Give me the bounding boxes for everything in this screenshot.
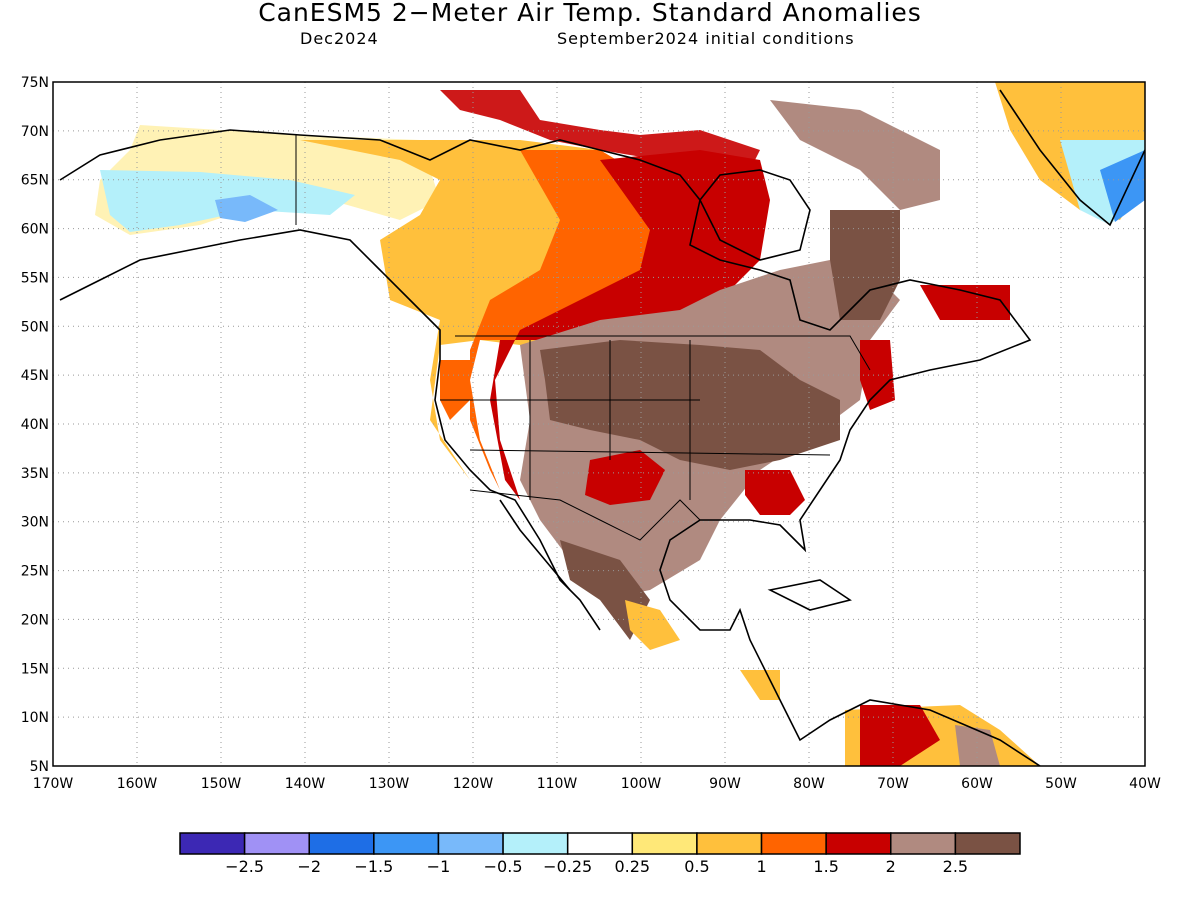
lon-label: 130W	[369, 776, 410, 792]
lon-label: 80W	[793, 776, 825, 792]
colorbar-label: 2	[886, 857, 896, 876]
pacific-coastline	[59, 229, 601, 631]
lon-label: 170W	[33, 776, 74, 792]
lat-label: 75N	[21, 75, 49, 91]
lat-label: 60N	[21, 222, 49, 238]
colorbar-swatch	[954, 832, 1021, 855]
lat-label: 10N	[21, 710, 49, 726]
colorbar-label: −1.5	[354, 857, 393, 876]
lat-label: 35N	[21, 466, 49, 482]
anomaly-field	[95, 82, 1145, 766]
lon-label: 150W	[201, 776, 242, 792]
labrador-red-patch	[920, 285, 1010, 320]
lat-label: 15N	[21, 661, 49, 677]
us-mexico-border	[469, 489, 701, 541]
new-england-red-patch	[860, 340, 895, 410]
lat-label: 70N	[21, 124, 49, 140]
colorbar-swatch	[243, 832, 310, 855]
mexico-coast-orange	[625, 600, 680, 650]
quebec-brown-dark	[830, 210, 900, 320]
lon-label: 140W	[285, 776, 326, 792]
alaska-colder-patch	[215, 195, 278, 222]
lon-label: 120W	[453, 776, 494, 792]
colorbar-label: 1.5	[813, 857, 838, 876]
colorbar-labels: −2.5 −2 −1.5 −1 −0.5 −0.25 0.25 0.5 1 1.5 2 2.5	[225, 857, 968, 876]
colorbar-label: 1	[756, 857, 766, 876]
southeast-red-patch	[745, 470, 805, 515]
lat-label: 50N	[21, 319, 49, 335]
lat-label: 65N	[21, 173, 49, 189]
lon-label: 60W	[961, 776, 993, 792]
lat-label: 45N	[21, 368, 49, 384]
colorbar-label: 2.5	[943, 857, 968, 876]
cuba-coastline	[767, 579, 852, 611]
lon-label: 40W	[1129, 776, 1161, 792]
mainland-coastline	[59, 129, 1041, 766]
colorbar-label: −0.5	[484, 857, 523, 876]
lon-label: 160W	[117, 776, 158, 792]
longitude-labels: 170W 160W 150W 140W 130W 120W 110W 100W 90W 80W 70…	[33, 776, 1161, 792]
greenland-cold	[1100, 150, 1145, 222]
colorbar-swatch	[308, 832, 375, 855]
colorbar-swatch	[437, 832, 504, 855]
lon-label: 90W	[709, 776, 741, 792]
lat-label: 25N	[21, 564, 49, 580]
colorbar-label: 0.5	[684, 857, 709, 876]
coastlines	[59, 89, 1145, 766]
colorbar-swatch	[890, 832, 957, 855]
map-title: CanESM5 2−Meter Air Temp. Standard Anoma…	[258, 0, 922, 27]
south-america-red	[860, 705, 940, 766]
colorbar	[179, 832, 1021, 855]
gridlines	[53, 82, 1145, 766]
pacific-nw-orange	[440, 360, 470, 420]
colorbar-swatch	[825, 832, 892, 855]
lon-label: 100W	[621, 776, 662, 792]
lat-label: 55N	[21, 270, 49, 286]
baffin-brown	[770, 100, 940, 210]
forecast-month: Dec2024	[300, 29, 379, 48]
central-america-orange	[740, 670, 780, 700]
colorbar-swatch	[373, 832, 440, 855]
lat-label: 40N	[21, 417, 49, 433]
lon-label: 50W	[1045, 776, 1077, 792]
lon-label: 110W	[537, 776, 578, 792]
colorbar-swatch	[566, 832, 634, 855]
colorbar-swatch	[696, 832, 763, 855]
baja-coastline	[499, 499, 571, 591]
lat-label: 20N	[21, 612, 49, 628]
texas-red-patch	[585, 450, 665, 505]
lat-label: 5N	[30, 759, 49, 775]
colorbar-label: 0.25	[614, 857, 650, 876]
initial-conditions: September2024 initial conditions	[557, 29, 855, 48]
colorbar-label: −1	[427, 857, 451, 876]
lon-label: 70W	[877, 776, 909, 792]
state-lines	[440, 340, 831, 500]
plot-frame	[52, 81, 1146, 767]
us-canada-border	[455, 335, 871, 371]
colorbar-swatch	[631, 832, 698, 855]
colorbar-label: −2.5	[225, 857, 264, 876]
greenland-coastline	[999, 89, 1145, 227]
colorbar-swatch	[502, 832, 569, 855]
latitude-labels: 75N 70N 65N 60N 55N 50N 45N 40N 35N 30N 25N 20N 15N 1…	[21, 75, 49, 775]
colorbar-swatch	[179, 832, 246, 855]
colorbar-label: −2	[297, 857, 321, 876]
arctic-red-patches	[440, 90, 760, 170]
colorbar-label: −0.25	[543, 857, 592, 876]
colorbar-swatch	[760, 832, 827, 855]
lat-label: 30N	[21, 515, 49, 531]
hudson-bay-coastline	[699, 169, 811, 261]
political-borders	[295, 135, 871, 541]
